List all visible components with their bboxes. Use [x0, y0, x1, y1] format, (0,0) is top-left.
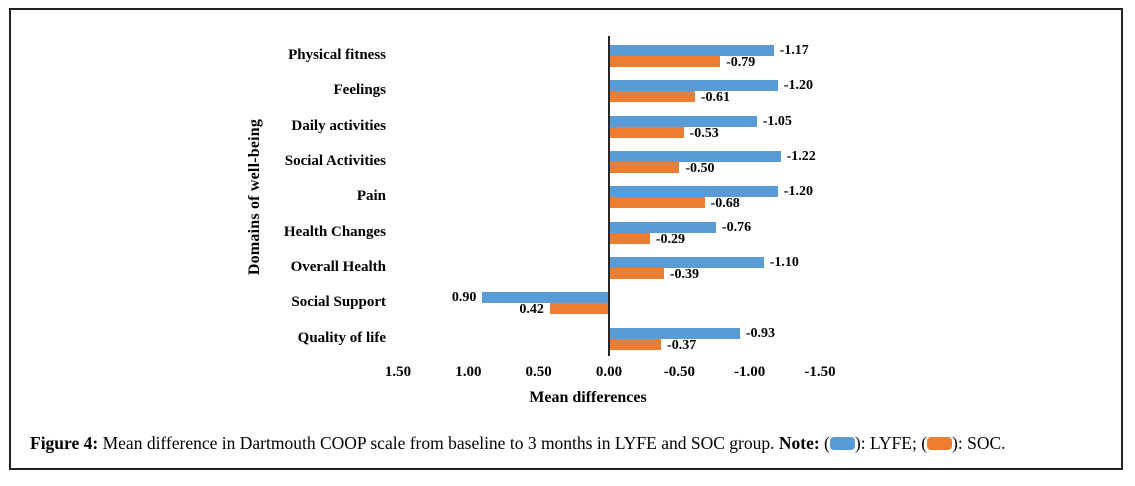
bar-value-label: -1.22	[786, 148, 816, 164]
caption-figure-label: Figure 4:	[30, 433, 99, 453]
chart-row: -1.22 -0.50	[398, 144, 820, 179]
caption-body: Mean difference in Dartmouth COOP scale …	[98, 433, 779, 453]
figure-caption: Figure 4: Mean difference in Dartmouth C…	[30, 431, 1112, 456]
caption-note-label: Note:	[778, 433, 820, 453]
figure-border	[9, 8, 1123, 470]
bar-lyfe	[609, 186, 778, 198]
category-label: Pain	[356, 188, 386, 205]
bar-soc	[609, 56, 721, 67]
legend-swatch-icon	[829, 437, 855, 450]
plot-area: -1.17 -0.79 -1.20 -0.61 -1.05 -0.53 -1.22 -0.50…	[398, 36, 820, 356]
zero-axis-line	[608, 36, 610, 356]
bar-soc	[609, 126, 684, 138]
bar-lyfe	[609, 221, 716, 233]
x-tick-label: -0.50	[663, 364, 695, 380]
bar-value-label: -1.17	[779, 43, 809, 58]
bar-soc	[609, 91, 695, 103]
bar-value-label: 0.90	[451, 290, 477, 306]
bar-lyfe	[609, 256, 764, 268]
bar-soc	[609, 338, 662, 350]
category-label: Social Support	[291, 294, 386, 311]
category-label: Daily activities	[291, 117, 386, 134]
chart-row: -1.20 -0.68	[398, 179, 820, 214]
category-label: Physical fitness	[288, 47, 386, 64]
bar-value-label: -0.79	[726, 55, 756, 70]
note-text: ): SOC.	[952, 433, 1006, 453]
x-axis-ticks: 1.50 1.00 0.50 0.00 -0.50 -1.00 -1.50	[385, 364, 836, 384]
bar-value-label: -0.93	[745, 325, 775, 341]
bar-value-label: -0.50	[685, 160, 715, 176]
note-text: (	[819, 433, 830, 453]
bar-lyfe	[482, 292, 609, 304]
x-tick-label: 0.00	[595, 364, 623, 380]
category-label: Social Activities	[284, 153, 386, 170]
bar-value-label: -1.20	[783, 184, 813, 200]
bar-value-label: -0.39	[669, 266, 700, 282]
bar-lyfe	[609, 115, 757, 127]
bar-value-label: -0.29	[655, 231, 685, 247]
note-text: ): LYFE;	[854, 433, 922, 453]
bar-value-label: -0.76	[721, 219, 752, 235]
category-label: Health Changes	[283, 223, 386, 240]
x-tick-label: 1.50	[384, 364, 412, 380]
chart-row: -1.10 -0.39	[398, 250, 820, 285]
bar-lyfe	[609, 327, 740, 339]
category-label: Overall Health	[290, 259, 386, 276]
bar-value-label: -0.61	[700, 90, 730, 106]
bar-lyfe	[609, 150, 781, 162]
bar-rows: -1.17 -0.79 -1.20 -0.61 -1.05 -0.53 -1.22 -0.50…	[398, 38, 820, 356]
bar-soc	[609, 267, 664, 279]
category-label: Feelings	[333, 82, 387, 99]
chart-row: -1.20 -0.61	[398, 73, 820, 108]
caption-note-legend: (): LYFE; (): SOC.	[819, 433, 1006, 453]
x-tick-label: 1.00	[455, 364, 482, 380]
x-tick-label: -1.00	[734, 364, 766, 380]
chart-row: -1.17 -0.79	[398, 38, 820, 73]
bar-value-label: -1.05	[762, 113, 792, 129]
bar-soc	[609, 197, 705, 209]
chart-row: -0.76 -0.29	[398, 215, 820, 250]
note-text: (	[921, 433, 928, 453]
x-tick-label: 0.50	[525, 364, 552, 380]
bar-soc	[609, 232, 650, 244]
bar-value-label: -1.10	[769, 254, 799, 270]
chart-row: 0.90 0.42	[398, 285, 820, 320]
bar-soc	[609, 161, 680, 173]
x-axis-title: Mean differences	[529, 389, 647, 406]
category-axis: Physical fitness Feelings Daily activities…	[150, 38, 386, 356]
category-label: Quality of life	[297, 329, 386, 346]
chart-row: -0.93 -0.37	[398, 321, 820, 356]
x-tick-label: -1.50	[804, 364, 836, 380]
bar-lyfe	[609, 80, 778, 92]
legend-swatch-icon	[927, 437, 953, 450]
bar-value-label: -0.37	[667, 337, 697, 353]
bar-lyfe	[609, 45, 774, 56]
chart-row: -1.05 -0.53	[398, 109, 820, 144]
bar-value-label: -0.68	[710, 196, 740, 212]
bar-value-label: -0.53	[689, 125, 719, 141]
bar-value-label: 0.42	[519, 302, 544, 318]
bar-soc	[549, 303, 609, 315]
bar-value-label: -1.20	[783, 78, 813, 94]
